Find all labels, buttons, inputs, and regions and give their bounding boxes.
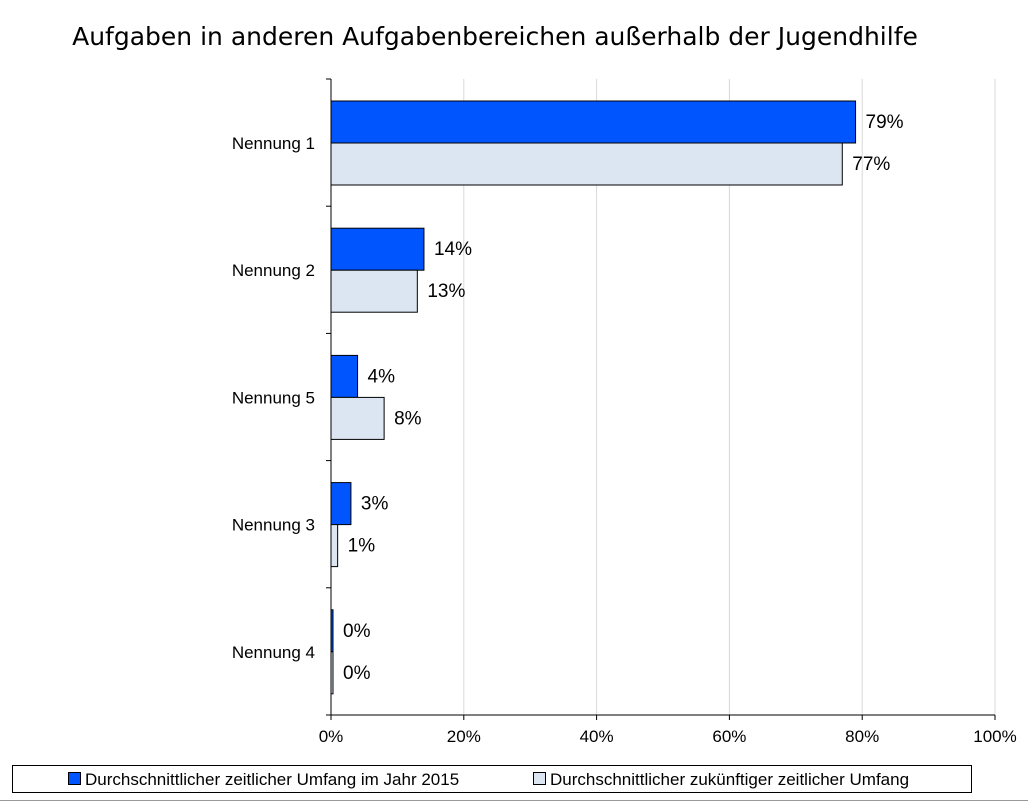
legend-label-2015: Durchschnittlicher zeitlicher Umfang im …	[85, 770, 460, 789]
bar-future	[330, 396, 385, 440]
data-label: 3%	[361, 494, 389, 515]
x-tick-label: 0%	[319, 727, 344, 746]
x-tick-label: 80%	[845, 727, 879, 746]
bar-2015	[330, 227, 425, 271]
data-label: 1%	[348, 536, 376, 557]
data-label: 79%	[866, 112, 904, 133]
bar-future	[330, 269, 418, 313]
x-tick-label: 100%	[973, 727, 1016, 746]
legend-label-future: Durchschnittlicher zukünftiger zeitliche…	[550, 770, 910, 789]
x-tick-label: 20%	[447, 727, 481, 746]
x-tick-label: 60%	[712, 727, 746, 746]
legend-swatch-future	[533, 772, 546, 786]
bar-2015	[330, 100, 857, 144]
data-label: 0%	[343, 621, 371, 642]
data-label: 14%	[434, 239, 472, 260]
category-label: Nennung 1	[232, 134, 315, 153]
category-label: Nennung 3	[232, 516, 315, 535]
x-tick-label: 40%	[580, 727, 614, 746]
legend-item-future: Durchschnittlicher zukünftiger zeitliche…	[533, 770, 909, 790]
bar-future	[330, 142, 843, 186]
legend-item-2015: Durchschnittlicher zeitlicher Umfang im …	[68, 770, 459, 790]
bar-2015	[330, 354, 359, 398]
chart-title: Aufgaben in anderen Aufgabenbereichen au…	[72, 22, 918, 51]
bottom-rule	[0, 800, 1028, 801]
legend-swatch-2015	[68, 772, 81, 786]
data-label: 4%	[368, 366, 396, 387]
data-label: 77%	[852, 154, 890, 175]
category-label: Nennung 2	[232, 261, 315, 280]
category-label: Nennung 4	[232, 643, 315, 662]
legend: Durchschnittlicher zeitlicher Umfang im …	[12, 765, 972, 793]
bar-2015	[330, 609, 334, 653]
bar-future	[330, 651, 334, 695]
data-label: 13%	[427, 281, 465, 302]
bar-2015	[330, 482, 352, 526]
bar-future	[330, 524, 339, 568]
data-label: 0%	[343, 663, 371, 684]
data-label: 8%	[394, 408, 422, 429]
category-label: Nennung 5	[232, 388, 315, 407]
